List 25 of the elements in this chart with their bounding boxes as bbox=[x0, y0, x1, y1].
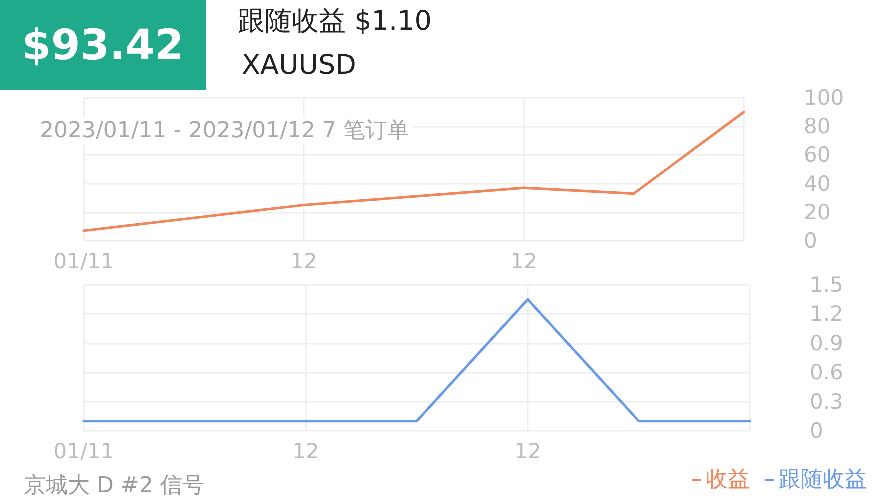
y-tick-label: 60 bbox=[804, 143, 831, 168]
legend-label: 跟随收益 bbox=[779, 468, 867, 492]
annotation: 2023/01/11 - 2023/01/12 7 笔订单 bbox=[40, 118, 410, 144]
x-tick-label: 01/11 bbox=[54, 440, 114, 464]
text: 京城大 D #2 信号 bbox=[24, 474, 204, 498]
y-tick-label: 100 bbox=[804, 86, 844, 110]
y-tick-label: 20 bbox=[804, 200, 831, 224]
x-tick-label: 01/11 bbox=[54, 250, 114, 274]
x-tick-label: 12 bbox=[292, 440, 320, 464]
y-tick-label: 0.9 bbox=[810, 331, 844, 356]
chart-subtitle: 跟随收益 $1.10 bbox=[238, 6, 432, 37]
chart-title: $93.42 bbox=[22, 20, 184, 70]
y-tick-label: 40 bbox=[804, 172, 831, 196]
text: XAUUSD bbox=[242, 50, 356, 81]
legend-label: 收益 bbox=[706, 468, 750, 492]
x-tick-label: 12 bbox=[514, 440, 542, 464]
y-tick-label: 0 bbox=[804, 229, 818, 253]
y-tick-label: 80 bbox=[804, 114, 831, 139]
y-tick-label: 1.2 bbox=[810, 302, 844, 326]
x-tick-label: 12 bbox=[290, 250, 318, 274]
y-tick-label: 0 bbox=[810, 419, 824, 443]
y-tick-label: 0.6 bbox=[810, 360, 844, 385]
y-tick-label: 0.3 bbox=[810, 390, 844, 414]
x-tick-label: 12 bbox=[510, 250, 538, 274]
y-tick-label: 1.5 bbox=[810, 273, 844, 297]
